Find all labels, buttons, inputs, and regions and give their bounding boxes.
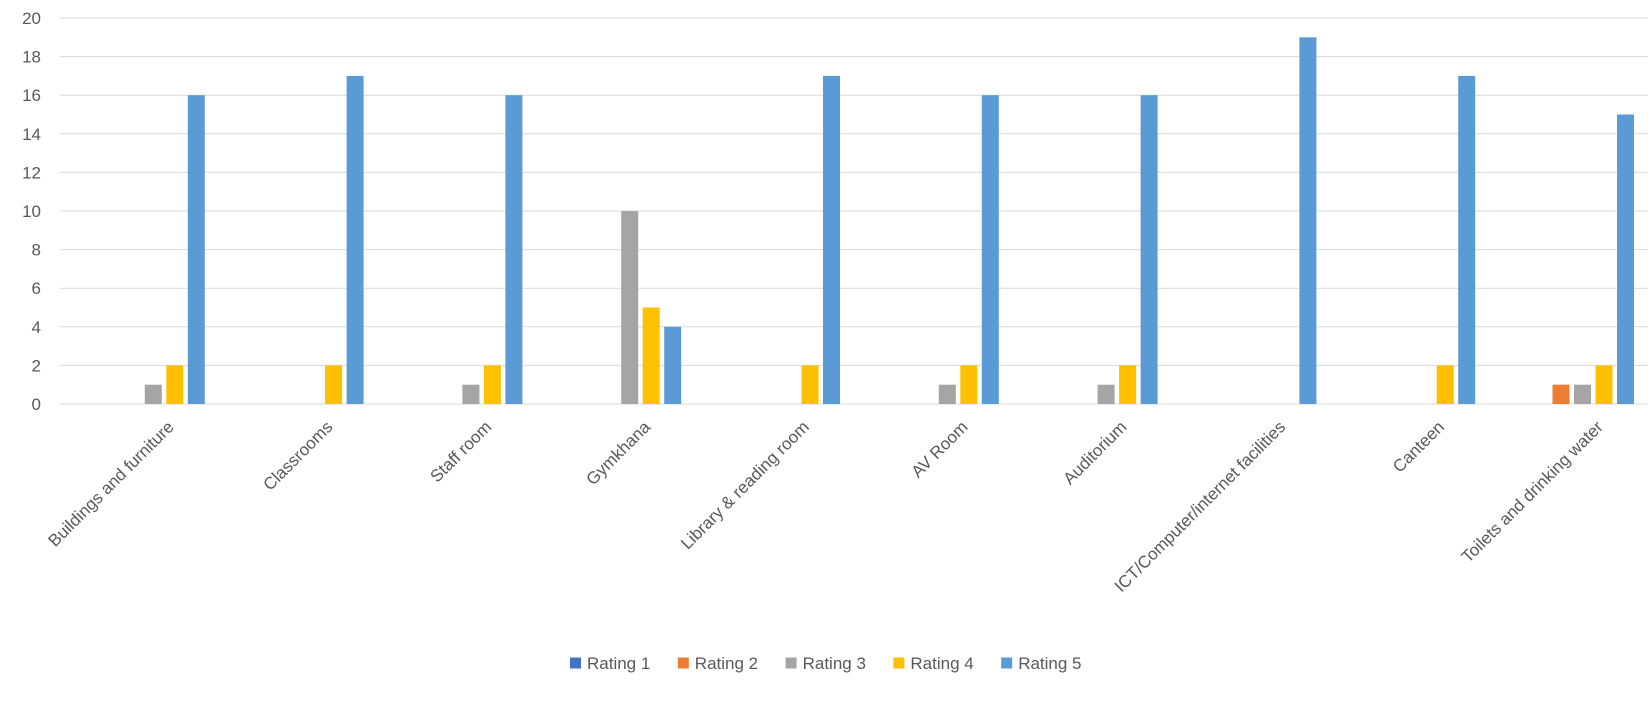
- legend-swatch: [893, 657, 905, 669]
- y-axis-ticks: 0 2 4 6 8 10 12 14 16 18 20: [22, 9, 41, 414]
- x-category-label: Buildings and furniture: [45, 417, 178, 550]
- bar-rating-4: [960, 365, 978, 404]
- x-axis-category-labels: Buildings and furniture Classrooms Staff r…: [45, 417, 1607, 596]
- legend-label: Rating 4: [910, 654, 973, 673]
- x-category-label: Classrooms: [260, 417, 337, 494]
- bar-rating-4: [325, 365, 343, 404]
- x-category-label: ICT/Computer/internet facilities: [1111, 417, 1289, 595]
- bar-rating-4: [1436, 365, 1454, 404]
- legend-label: Rating 5: [1018, 654, 1081, 673]
- bar-rating-3: [1097, 384, 1115, 404]
- legend: Rating 1 Rating 2 Rating 3 Rating 4 Rating 5: [570, 654, 1082, 673]
- bar-rating-4: [166, 365, 184, 404]
- bar-rating-4: [642, 307, 660, 404]
- legend-label: Rating 2: [695, 654, 758, 673]
- legend-swatch: [677, 657, 689, 669]
- bar-rating-5: [505, 95, 523, 404]
- bar-rating-3: [144, 384, 162, 404]
- bar-rating-5: [1617, 114, 1634, 404]
- legend-swatch: [1001, 657, 1013, 669]
- bar-rating-5: [664, 326, 682, 404]
- bar-rating-4: [1595, 365, 1613, 404]
- x-category-label: Auditorium: [1060, 417, 1131, 488]
- bar-rating-3: [1574, 384, 1591, 404]
- x-category-label: Canteen: [1389, 417, 1448, 476]
- bar-rating-3: [938, 384, 956, 404]
- y-tick-label: 18: [22, 48, 41, 67]
- y-tick-label: 4: [32, 318, 41, 337]
- x-category-label: Toilets and drinking water: [1458, 417, 1607, 566]
- x-category-label: AV Room: [908, 417, 972, 481]
- y-tick-label: 6: [32, 279, 41, 298]
- y-tick-label: 8: [32, 241, 41, 260]
- y-tick-label: 12: [22, 163, 41, 182]
- bar-rating-5: [823, 75, 840, 405]
- legend-swatch: [570, 657, 581, 669]
- y-tick-label: 2: [32, 356, 41, 375]
- bar-rating-5: [346, 75, 364, 405]
- bar-rating-3: [621, 211, 639, 404]
- bar-rating-5: [1299, 37, 1317, 405]
- y-tick-label: 16: [22, 86, 41, 105]
- bar-rating-5: [1458, 75, 1476, 405]
- y-tick-label: 10: [22, 202, 41, 221]
- legend-label: Rating 1: [587, 654, 650, 673]
- bar-rating-5: [1140, 95, 1158, 404]
- y-tick-label: 20: [22, 9, 41, 28]
- x-category-label: Library & reading room: [677, 417, 813, 553]
- bar-rating-5: [981, 95, 999, 404]
- x-category-label: Gymkhana: [582, 417, 654, 489]
- bar-rating-4: [1119, 365, 1137, 404]
- bar-rating-5: [187, 95, 205, 404]
- legend-swatch: [785, 657, 797, 669]
- bar-rating-4: [483, 365, 501, 404]
- y-tick-label: 14: [22, 125, 41, 144]
- x-category-label: Staff room: [427, 417, 496, 486]
- bar-rating-4: [801, 365, 819, 404]
- bar-rating-2: [1552, 384, 1570, 404]
- bar-rating-3: [462, 384, 480, 404]
- legend-label: Rating 3: [803, 654, 866, 673]
- bars: [144, 37, 1634, 405]
- gridlines: [60, 17, 1648, 405]
- y-tick-label: 0: [32, 395, 41, 414]
